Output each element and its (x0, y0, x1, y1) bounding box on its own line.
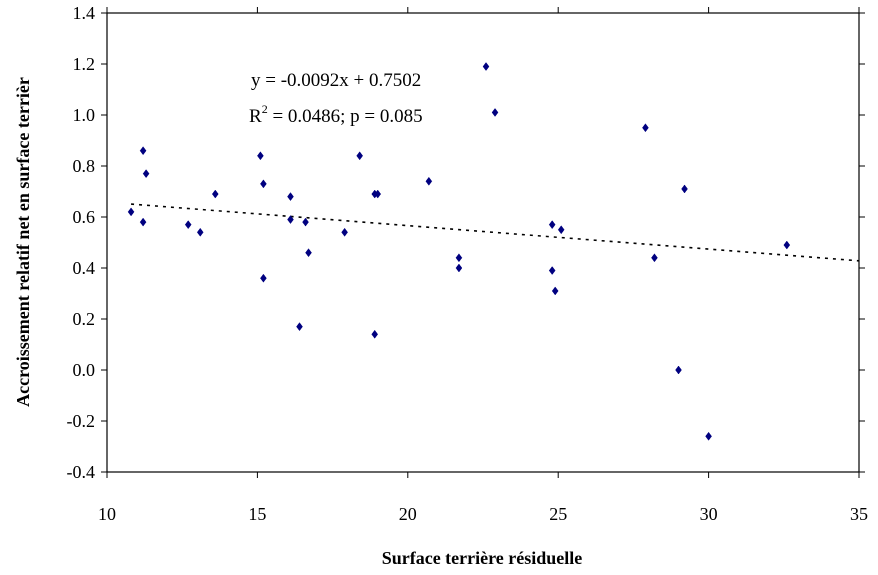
data-point (302, 217, 309, 227)
data-point (681, 184, 688, 194)
y-tick-label: -0.2 (67, 411, 96, 431)
data-point (551, 286, 559, 296)
x-tick-label: 20 (399, 504, 417, 524)
trendline-group (131, 203, 860, 262)
data-point (548, 220, 556, 230)
data-point (548, 266, 556, 275)
x-axis-title: Surface terrière résiduelle (382, 548, 583, 568)
data-point (257, 151, 264, 161)
x-tick-label: 30 (700, 504, 718, 524)
r2-exponent: 2 (262, 102, 268, 116)
y-tick-label: 0.2 (73, 309, 96, 329)
data-point (287, 192, 294, 202)
data-point (296, 322, 303, 332)
data-point (455, 253, 463, 263)
r2-rest: = 0.0486; p = 0.085 (268, 106, 423, 127)
data-point (260, 273, 267, 283)
data-point (705, 431, 712, 441)
data-point (356, 151, 363, 161)
data-point (374, 189, 382, 199)
y-axis-title: Accroissement relatif net en surface ter… (13, 77, 33, 407)
data-point (371, 329, 379, 339)
regression-stats: R2 = 0.0486; p = 0.085 (249, 102, 423, 127)
data-point (142, 169, 150, 179)
data-points (127, 62, 791, 441)
data-point (557, 225, 565, 235)
data-point (139, 146, 147, 156)
data-point (642, 123, 649, 133)
data-point (651, 253, 658, 263)
x-tick-label: 15 (248, 504, 266, 524)
data-point (127, 207, 135, 217)
data-point (491, 108, 499, 117)
data-point (675, 365, 682, 375)
y-tick-label: -0.4 (67, 462, 96, 482)
x-tick-label: 35 (850, 504, 868, 524)
data-point (139, 217, 147, 227)
data-point (196, 227, 204, 237)
data-point (482, 62, 490, 71)
data-point (783, 240, 791, 250)
y-tick-label: 0.6 (73, 207, 96, 227)
y-axis-ticks: -0.4 -0.2 0.0 0.2 0.4 0.6 0.8 1.0 1.2 1.4 (67, 3, 865, 482)
y-tick-label: 1.0 (73, 105, 96, 125)
data-point (455, 263, 463, 273)
y-tick-label: 1.2 (73, 54, 96, 74)
data-point (305, 248, 312, 258)
y-tick-label: 1.4 (73, 3, 96, 23)
y-tick-label: 0.8 (73, 156, 96, 176)
x-tick-label: 25 (549, 504, 567, 524)
data-point (260, 179, 267, 189)
r2-prefix: R (249, 106, 262, 127)
data-point (211, 189, 219, 199)
x-axis-ticks: 10 15 20 25 30 35 (98, 7, 868, 524)
data-point (341, 227, 348, 237)
data-point (425, 176, 433, 186)
x-tick-label: 10 (98, 504, 116, 524)
trendline (131, 203, 860, 262)
regression-equation: y = -0.0092x + 0.7502 (251, 70, 421, 91)
data-point (287, 215, 294, 224)
data-point (184, 220, 192, 230)
plot-area (106, 12, 860, 473)
y-tick-label: 0.4 (73, 258, 96, 278)
y-tick-label: 0.0 (73, 360, 96, 380)
